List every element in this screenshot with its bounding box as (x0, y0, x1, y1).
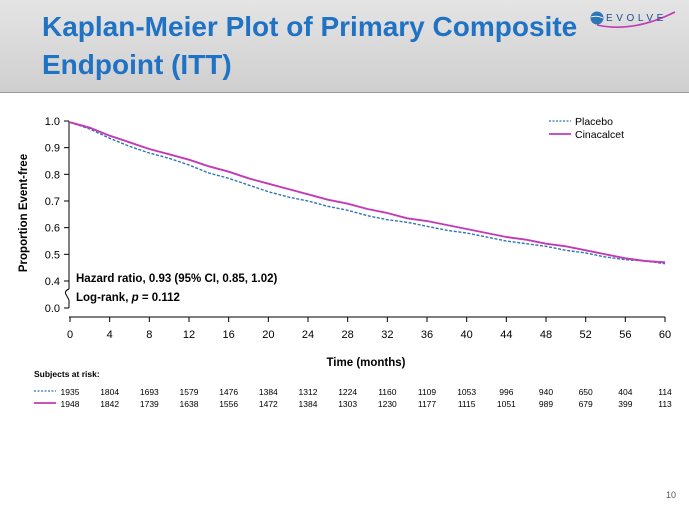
risk-count-placebo: 114 (658, 387, 672, 397)
risk-count-cinacalcet: 989 (539, 399, 553, 409)
slide-title-line-2: Endpoint (ITT) (42, 49, 232, 80)
risk-count-placebo: 404 (618, 387, 632, 397)
x-tick-label: 4 (107, 329, 113, 341)
title-band: Kaplan-Meier Plot of Primary Composite E… (0, 0, 689, 93)
x-tick-label: 36 (421, 329, 433, 341)
risk-count-placebo: 1693 (140, 387, 159, 397)
x-tick-label: 40 (461, 329, 473, 341)
globe-icon (590, 11, 604, 25)
risk-count-placebo: 1476 (219, 387, 238, 397)
risk-count-cinacalcet: 1303 (338, 399, 357, 409)
risk-count-cinacalcet: 1230 (378, 399, 397, 409)
logo-text: EVOLVE (606, 13, 667, 24)
risk-count-cinacalcet: 1948 (61, 399, 80, 409)
risk-count-cinacalcet: 1177 (418, 399, 437, 409)
risk-count-cinacalcet: 1638 (180, 399, 199, 409)
x-tick-label: 16 (223, 329, 235, 341)
hazard-ratio-annotation: Hazard ratio, 0.93 (95% CI, 0.85, 1.02) (76, 273, 278, 285)
x-tick-label: 48 (540, 329, 552, 341)
risk-count-placebo: 1935 (61, 387, 80, 397)
y-tick-label: 0.7 (45, 196, 60, 208)
risk-count-placebo: 1224 (338, 387, 357, 397)
risk-count-placebo: 1160 (378, 387, 397, 397)
risk-count-placebo: 940 (539, 387, 553, 397)
legend: Placebo Cinacalcet (549, 116, 624, 141)
page-number: 10 (666, 490, 677, 500)
y-tick-label: 0.9 (45, 143, 60, 155)
risk-count-cinacalcet: 1115 (458, 399, 476, 409)
y-tick-label: 1.0 (45, 116, 60, 128)
risk-count-cinacalcet: 679 (579, 399, 593, 409)
risk-count-cinacalcet: 1842 (100, 399, 119, 409)
x-tick-label: 8 (146, 329, 152, 341)
risk-count-cinacalcet: 1051 (497, 399, 516, 409)
x-tick-label: 20 (262, 329, 274, 341)
x-tick-label: 12 (183, 329, 195, 341)
logrank-annotation: Log-rank, p = 0.112 (76, 292, 180, 304)
risk-count-cinacalcet: 1384 (299, 399, 318, 409)
risk-count-placebo: 1312 (299, 387, 318, 397)
x-tick-label: 0 (67, 329, 73, 341)
logrank-prefix: Log-rank, (76, 292, 132, 304)
risk-table-title: Subjects at risk: (34, 369, 100, 379)
x-tick-label: 32 (381, 329, 393, 341)
logrank-suffix: = 0.112 (139, 292, 180, 304)
slide-title-line-1: Kaplan-Meier Plot of Primary Composite (42, 11, 578, 42)
slide-title: Kaplan-Meier Plot of Primary Composite E… (42, 8, 602, 84)
y-tick-label: 0.5 (45, 249, 60, 261)
logo-swoosh (596, 11, 676, 28)
legend-cinacalcet-label: Cinacalcet (575, 129, 624, 141)
risk-count-cinacalcet: 1472 (259, 399, 278, 409)
risk-count-placebo: 1804 (100, 387, 119, 397)
y-tick-label: 0.4 (45, 276, 60, 288)
y-axis-label: Proportion Event-free (18, 154, 30, 272)
risk-count-placebo: 996 (499, 387, 513, 397)
risk-count-placebo: 1579 (180, 387, 199, 397)
evolve-logo: EVOLVE (590, 11, 676, 28)
x-tick-label: 44 (500, 329, 512, 341)
risk-count-placebo: 1053 (457, 387, 476, 397)
legend-placebo-label: Placebo (575, 116, 613, 128)
series-line-placebo (69, 121, 666, 265)
x-tick-label: 60 (659, 329, 671, 341)
y-tick-label: 0.0 (45, 303, 60, 315)
risk-count-cinacalcet: 1739 (140, 399, 159, 409)
logrank-p: p (131, 292, 139, 304)
risk-count-cinacalcet: 399 (618, 399, 632, 409)
x-tick-label: 28 (342, 329, 354, 341)
x-axis-label: Time (months) (326, 357, 405, 369)
y-tick-label: 0.8 (45, 169, 60, 181)
series-line-cinacalcet (69, 121, 666, 264)
x-tick-label: 52 (580, 329, 592, 341)
risk-count-placebo: 1109 (418, 387, 437, 397)
risk-count-placebo: 650 (579, 387, 593, 397)
x-tick-label: 56 (619, 329, 631, 341)
risk-count-placebo: 1384 (259, 387, 278, 397)
y-axis-break-mark (64, 288, 70, 301)
y-tick-label: 0.6 (45, 223, 60, 235)
x-tick-label: 24 (302, 329, 314, 341)
risk-count-cinacalcet: 1556 (219, 399, 238, 409)
risk-count-cinacalcet: 113 (658, 399, 672, 409)
